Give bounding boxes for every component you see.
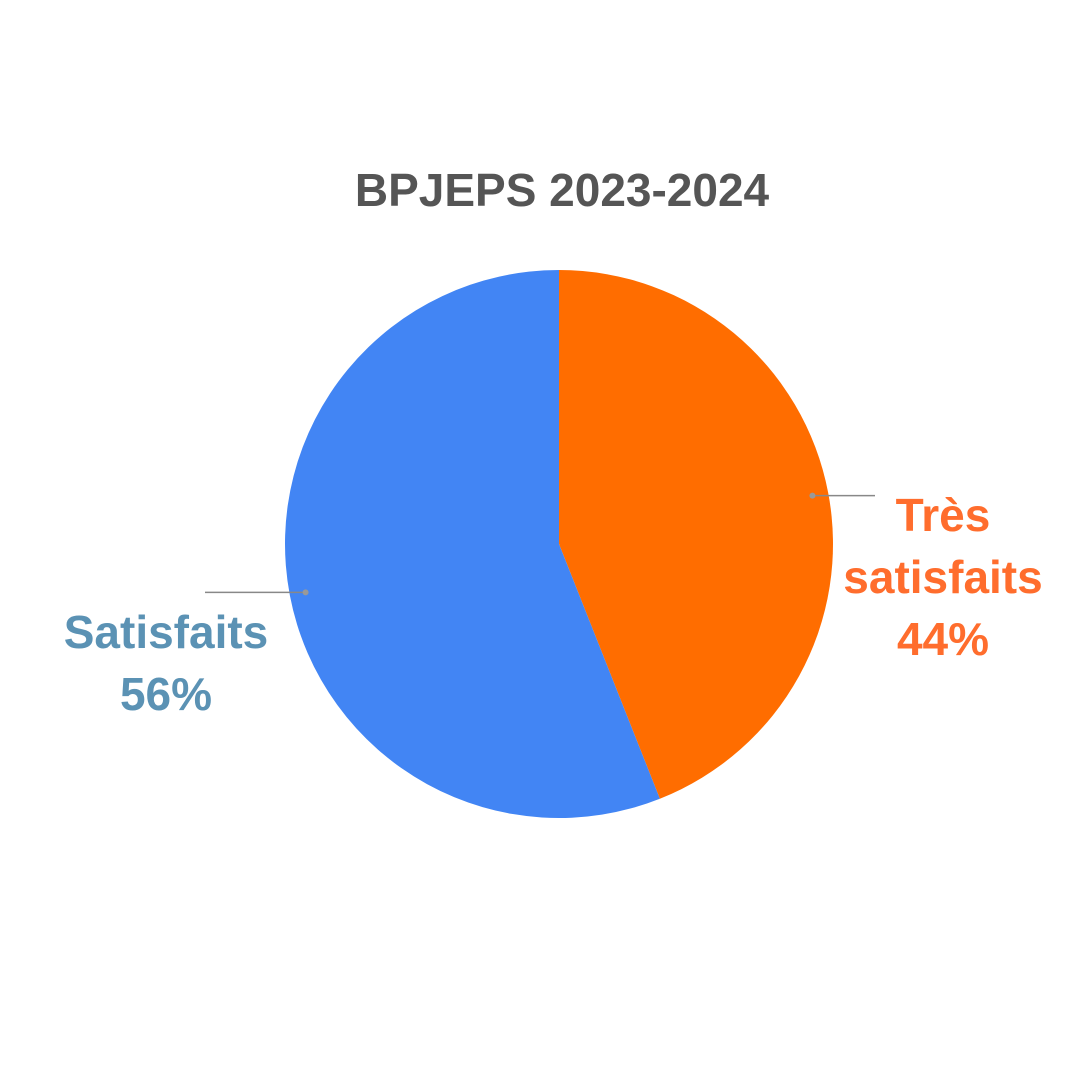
slice-percent-label-0: 44% xyxy=(897,613,989,665)
pie-slices xyxy=(285,270,833,818)
slice-percent-label-1: 56% xyxy=(120,668,212,720)
slice-name-label-0: Très xyxy=(896,489,991,541)
slice-name-label-0: satisfaits xyxy=(843,551,1042,603)
leader-dot-0 xyxy=(809,492,816,499)
pie-slice-0 xyxy=(559,270,833,799)
pie-slice-1 xyxy=(285,270,660,818)
slice-name-label-1: Satisfaits xyxy=(64,606,269,658)
leader-dot-1 xyxy=(302,589,309,596)
chart-title: BPJEPS 2023-2024 xyxy=(355,164,770,216)
slice-labels: Très satisfaits 44% Satisfaits 56% xyxy=(64,489,1043,720)
